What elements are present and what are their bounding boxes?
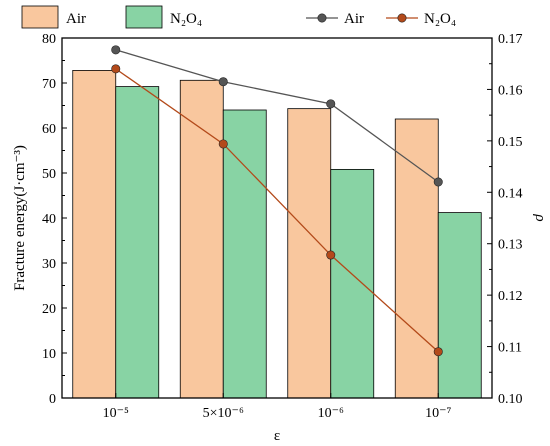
y-axis-right-title: ρ — [532, 213, 548, 221]
bars-layer — [72, 70, 482, 399]
point-n2o4-3 — [433, 347, 443, 357]
bar-n2o4-0 — [115, 86, 160, 399]
y-axis-left-title: Fracture energy(J·cm⁻³) — [12, 145, 28, 291]
legend: Air N₂O₄ Air N₂O₄ — [21, 5, 456, 29]
point-n2o4-2 — [326, 250, 336, 260]
tick-label-x-2: 10⁻⁶ — [318, 406, 344, 421]
tick-label-right-5: 0.15 — [498, 135, 523, 150]
tick-label-left-3: 30 — [42, 257, 56, 272]
legend-label-air-bar: Air — [66, 11, 86, 27]
bar-n2o4-3 — [437, 212, 482, 399]
tick-label-right-6: 0.16 — [498, 83, 523, 98]
tick-label-left-2: 20 — [42, 302, 56, 317]
legend-label-air-line: Air — [344, 11, 364, 27]
tick-label-right-4: 0.14 — [498, 186, 523, 201]
bar-air-2 — [287, 108, 332, 399]
tick-label-left-8: 80 — [42, 32, 56, 47]
legend-label-n2o4-bar: N₂O₄ — [170, 11, 202, 27]
tick-label-x-3: 10⁻⁷ — [425, 406, 451, 421]
tick-label-right-3: 0.13 — [498, 238, 523, 253]
legend-label-n2o4-line: N₂O₄ — [424, 11, 456, 27]
point-air-3 — [433, 177, 443, 187]
tick-label-left-4: 40 — [42, 212, 56, 227]
left-axis-ticks: 0 10 20 30 40 50 60 70 80 — [42, 32, 67, 407]
point-air-2 — [326, 99, 336, 109]
tick-label-right-1: 0.11 — [498, 341, 522, 356]
bar-n2o4-2 — [330, 168, 375, 399]
right-axis-ticks: 0.10 0.11 0.12 0.13 0.14 0.15 0.16 0.17 — [487, 32, 523, 407]
tick-label-left-5: 50 — [42, 167, 56, 182]
legend-swatch-n2o4-bar — [125, 5, 163, 29]
x-axis-ticks: 10⁻⁵ 5×10⁻⁶ 10⁻⁶ 10⁻⁷ — [103, 393, 451, 421]
tick-label-x-0: 10⁻⁵ — [103, 406, 129, 421]
tick-label-right-0: 0.10 — [498, 392, 523, 407]
point-air-1 — [218, 77, 228, 87]
tick-label-left-7: 70 — [42, 77, 56, 92]
line-n2o4 — [115, 68, 439, 353]
legend-marker-n2o4 — [397, 13, 407, 23]
tick-label-left-1: 10 — [42, 347, 56, 362]
x-axis-title: ε — [274, 428, 280, 444]
tick-label-right-2: 0.12 — [498, 289, 523, 304]
tick-label-right-7: 0.17 — [498, 32, 523, 47]
line-air — [115, 49, 439, 183]
tick-label-left-6: 60 — [42, 122, 56, 137]
bar-n2o4-1 — [222, 109, 267, 399]
point-n2o4-0 — [111, 64, 121, 74]
tick-label-left-0: 0 — [49, 392, 56, 407]
bar-air-0 — [72, 70, 117, 399]
tick-label-x-1: 5×10⁻⁶ — [203, 406, 244, 421]
bar-air-1 — [179, 79, 224, 399]
point-n2o4-1 — [218, 139, 228, 149]
point-air-0 — [111, 45, 121, 55]
lines-layer — [111, 45, 443, 357]
legend-swatch-air-bar — [21, 5, 59, 29]
legend-marker-air — [317, 13, 327, 23]
bar-air-3 — [394, 118, 439, 399]
